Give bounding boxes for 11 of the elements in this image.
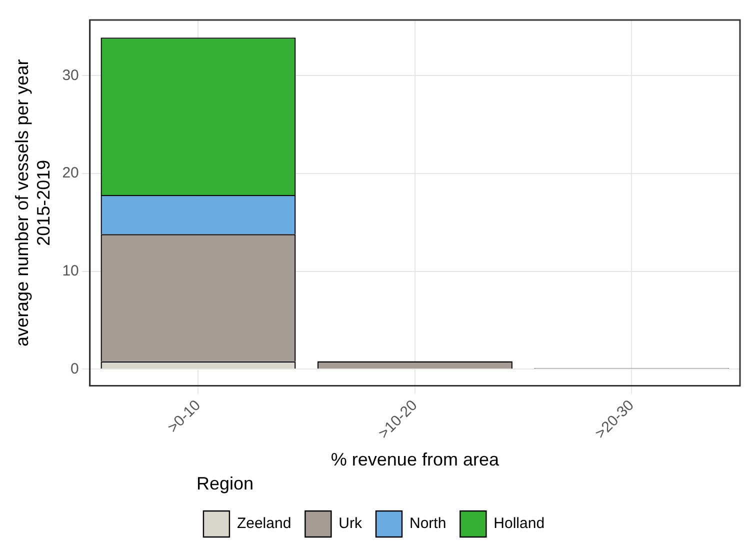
legend-label: Zeeland [236, 515, 292, 532]
y-tick-label: 30 [62, 66, 79, 84]
y-axis-title: average number of vessels per year 2015-2019 [12, 59, 54, 346]
legend-label: Holland [494, 515, 545, 532]
y-tick-label: 0 [70, 360, 79, 378]
legend-title: Region [196, 473, 254, 494]
x-axis-title: % revenue from area [330, 450, 500, 470]
legend-label: Urk [338, 515, 362, 532]
legend-label: North [409, 515, 446, 532]
y-tick-label: 20 [62, 164, 79, 182]
y-tick-label: 10 [62, 262, 79, 280]
